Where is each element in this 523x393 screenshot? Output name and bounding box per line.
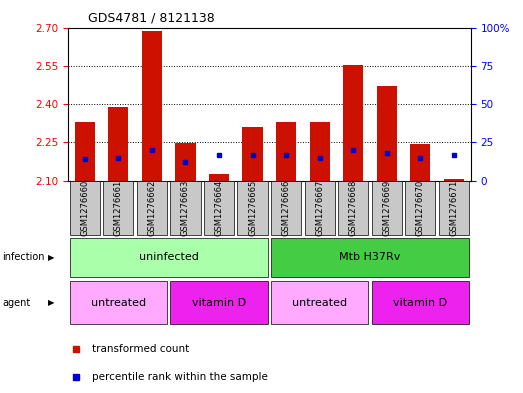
Text: ▶: ▶ xyxy=(49,298,55,307)
FancyBboxPatch shape xyxy=(70,281,167,324)
FancyBboxPatch shape xyxy=(372,281,469,324)
Text: GDS4781 / 8121138: GDS4781 / 8121138 xyxy=(88,12,215,25)
FancyBboxPatch shape xyxy=(70,238,268,277)
FancyBboxPatch shape xyxy=(70,181,100,235)
Text: Mtb H37Rv: Mtb H37Rv xyxy=(339,252,401,263)
FancyBboxPatch shape xyxy=(103,181,133,235)
Bar xyxy=(243,127,263,181)
Bar xyxy=(276,122,296,181)
Text: GSM1276664: GSM1276664 xyxy=(214,180,223,237)
Text: GSM1276660: GSM1276660 xyxy=(80,180,89,237)
Text: GSM1276667: GSM1276667 xyxy=(315,180,324,237)
Bar xyxy=(444,179,464,181)
Text: GSM1276663: GSM1276663 xyxy=(181,180,190,237)
FancyBboxPatch shape xyxy=(204,181,234,235)
Bar xyxy=(410,144,430,181)
Bar xyxy=(75,122,95,181)
Text: infection: infection xyxy=(3,252,45,263)
FancyBboxPatch shape xyxy=(137,181,167,235)
FancyBboxPatch shape xyxy=(338,181,368,235)
Bar xyxy=(175,143,196,181)
Text: agent: agent xyxy=(3,298,31,308)
FancyBboxPatch shape xyxy=(304,181,335,235)
Text: vitamin D: vitamin D xyxy=(192,298,246,308)
FancyBboxPatch shape xyxy=(170,281,268,324)
FancyBboxPatch shape xyxy=(405,181,436,235)
Bar xyxy=(377,86,397,181)
Text: GSM1276671: GSM1276671 xyxy=(449,180,459,237)
Text: untreated: untreated xyxy=(292,298,347,308)
Bar xyxy=(310,122,329,181)
FancyBboxPatch shape xyxy=(271,281,368,324)
Text: GSM1276668: GSM1276668 xyxy=(349,180,358,237)
Bar xyxy=(108,107,128,181)
Text: percentile rank within the sample: percentile rank within the sample xyxy=(92,372,268,382)
FancyBboxPatch shape xyxy=(237,181,268,235)
FancyBboxPatch shape xyxy=(439,181,469,235)
Text: GSM1276669: GSM1276669 xyxy=(382,180,391,237)
Text: vitamin D: vitamin D xyxy=(393,298,447,308)
FancyBboxPatch shape xyxy=(271,181,301,235)
Text: untreated: untreated xyxy=(91,298,146,308)
Text: GSM1276662: GSM1276662 xyxy=(147,180,156,237)
Text: GSM1276665: GSM1276665 xyxy=(248,180,257,237)
Text: GSM1276661: GSM1276661 xyxy=(114,180,123,237)
Text: transformed count: transformed count xyxy=(92,344,189,354)
Text: ▶: ▶ xyxy=(49,253,55,262)
FancyBboxPatch shape xyxy=(271,238,469,277)
Bar xyxy=(209,174,229,181)
Bar xyxy=(142,31,162,181)
Bar xyxy=(343,64,363,181)
Text: GSM1276666: GSM1276666 xyxy=(281,180,291,237)
Text: GSM1276670: GSM1276670 xyxy=(416,180,425,237)
Text: uninfected: uninfected xyxy=(139,252,199,263)
FancyBboxPatch shape xyxy=(372,181,402,235)
FancyBboxPatch shape xyxy=(170,181,200,235)
